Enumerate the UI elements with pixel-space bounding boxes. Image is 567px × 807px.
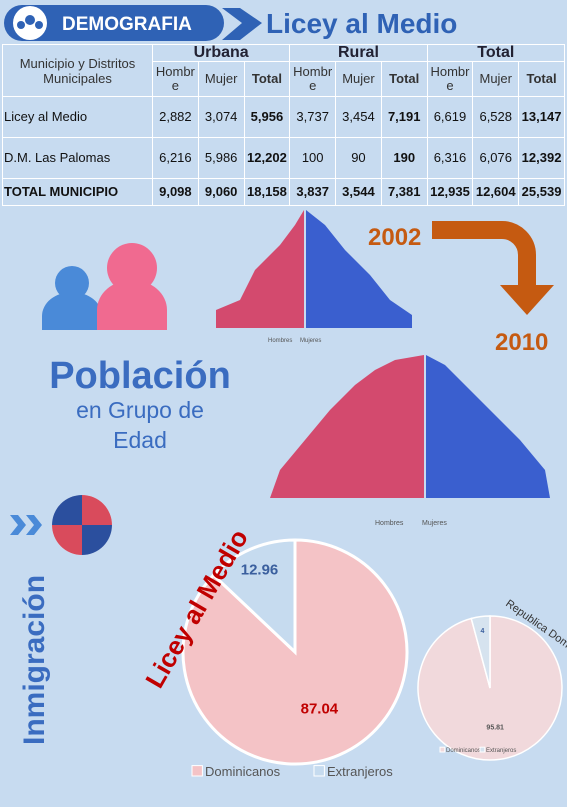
chevron bbox=[222, 8, 262, 40]
group: Rural bbox=[289, 44, 428, 62]
cell: 12,392 bbox=[518, 137, 565, 179]
legend-swatch bbox=[439, 746, 446, 753]
pyramid-legend: Mujeres bbox=[422, 520, 447, 527]
year-label: 2010 bbox=[495, 329, 548, 356]
cell: 7,191 bbox=[380, 96, 428, 138]
cell: 6,528 bbox=[472, 96, 520, 138]
table-row: TOTAL MUNICIPIO 9,098 9,060 18,158 3,837 3,54… bbox=[2, 178, 565, 206]
year-label: 2002 bbox=[368, 224, 421, 251]
pyramid-legend: Hombres bbox=[268, 338, 292, 344]
legend-label: Dominicanos bbox=[205, 764, 281, 779]
group: Urbana bbox=[151, 44, 291, 62]
cell: 190 bbox=[380, 137, 428, 179]
pyramid-2010-female bbox=[426, 355, 550, 498]
header-badge bbox=[4, 5, 224, 41]
section-subtitle-box: en Grupo de Edad bbox=[76, 397, 204, 453]
group: Total bbox=[426, 44, 566, 62]
cell: 100 bbox=[289, 137, 337, 179]
subheader: Total bbox=[380, 61, 428, 97]
legend-swatch bbox=[479, 746, 486, 753]
pyramid-2002-female bbox=[306, 210, 412, 328]
cell: 12,935 bbox=[426, 178, 474, 206]
cell: 90 bbox=[335, 137, 382, 179]
cell: 2,882 bbox=[152, 96, 199, 138]
cell: 6,619 bbox=[426, 96, 474, 138]
pyramid-2002-male bbox=[216, 210, 304, 328]
subheader: Hombre bbox=[152, 61, 199, 97]
cell: 7,381 bbox=[380, 178, 428, 206]
cell: 12,202 bbox=[243, 137, 291, 179]
subheader: Mujer bbox=[197, 61, 245, 97]
cell: 12,604 bbox=[472, 178, 520, 206]
table-row: Licey al Medio 2,882 3,074 5,956 3,737 3,454 7… bbox=[2, 96, 565, 138]
cell: 3,544 bbox=[335, 178, 382, 206]
pie-slice bbox=[470, 615, 491, 689]
corner: Municipio y Distritos Municipales bbox=[2, 44, 153, 97]
subheader: Hombre bbox=[426, 61, 474, 97]
cell: D.M. Las Palomas bbox=[2, 137, 153, 179]
legend-label: Extranjeros bbox=[486, 748, 516, 754]
subheader: Mujer bbox=[335, 61, 382, 97]
subheader: Total bbox=[243, 61, 291, 97]
woman-icon bbox=[107, 243, 157, 293]
cell: 3,737 bbox=[289, 96, 337, 138]
cell: 9,060 bbox=[197, 178, 245, 206]
arrow bbox=[432, 221, 536, 285]
pyramid-2010-male bbox=[270, 355, 424, 498]
pie-slice bbox=[211, 538, 297, 656]
legend-label: Extranjeros bbox=[327, 764, 393, 779]
cell: 3,074 bbox=[197, 96, 245, 138]
pyramid-legend: Hombres bbox=[375, 520, 404, 527]
cell: 3,454 bbox=[335, 96, 382, 138]
cell: Licey al Medio bbox=[2, 96, 153, 138]
pyramid-legend: Mujeres bbox=[300, 338, 321, 344]
cell: 13,147 bbox=[518, 96, 565, 138]
man-icon bbox=[55, 266, 89, 300]
legend-swatch bbox=[313, 765, 325, 777]
pie-label: 95.81 bbox=[486, 725, 504, 732]
cell: 25,539 bbox=[518, 178, 565, 206]
cell: 6,076 bbox=[472, 137, 520, 179]
cell: 6,216 bbox=[152, 137, 199, 179]
population-table: Municipio y Distritos Municipales Urbana… bbox=[2, 44, 566, 206]
section-title: Población bbox=[49, 355, 231, 397]
cell: 18,158 bbox=[243, 178, 291, 206]
subheader: Total bbox=[518, 61, 565, 97]
cell: TOTAL MUNICIPIO bbox=[2, 178, 153, 206]
subheader: Hombre bbox=[289, 61, 337, 97]
cell: 5,956 bbox=[243, 96, 291, 138]
immigration-title: Inmigración bbox=[18, 575, 51, 745]
legend-label: Dominicanos bbox=[446, 748, 481, 754]
cell: 9,098 bbox=[152, 178, 199, 206]
table-row: D.M. Las Palomas 6,216 5,986 12,202 100 90 190… bbox=[2, 137, 565, 179]
pie-label: 87.04 bbox=[301, 701, 339, 718]
cell: 6,316 bbox=[426, 137, 474, 179]
badge-text: DEMOGRAFIA bbox=[62, 14, 192, 35]
subheader: Mujer bbox=[472, 61, 520, 97]
pie-label: 12.96 bbox=[241, 562, 279, 579]
cell: 5,986 bbox=[197, 137, 245, 179]
legend-swatch bbox=[191, 765, 203, 777]
section-subtitle: en Grupo de Edad bbox=[76, 397, 204, 453]
pie-label: 4 bbox=[480, 628, 484, 635]
cell: 3,837 bbox=[289, 178, 337, 206]
header-title: Licey al Medio bbox=[266, 8, 457, 39]
